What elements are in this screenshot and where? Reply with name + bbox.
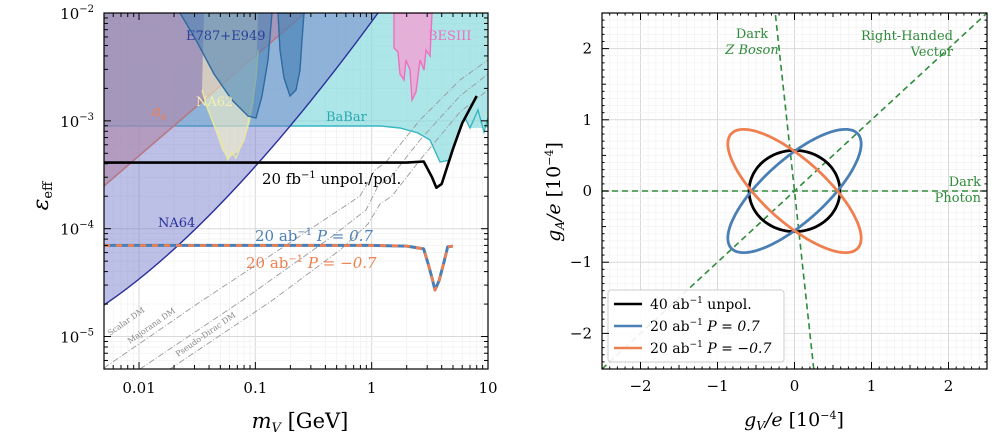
series-label-p07-main: 20 ab xyxy=(255,227,297,245)
series-label-pm07-main: 20 ab xyxy=(246,254,288,272)
ref-label-dark-z-l2: Z Boson xyxy=(724,43,778,58)
na62-label: NA62 xyxy=(196,95,233,110)
e787-boundary xyxy=(179,13,273,119)
series-label-20fb-main: 20 fb xyxy=(262,170,301,188)
series-label-p07-rest: P = 0.7 xyxy=(312,227,373,245)
series-label-20fb-exp: −1 xyxy=(301,170,316,181)
left-y-tick-label: 10−2 xyxy=(60,4,94,23)
left-ylabel: εeff xyxy=(29,180,56,211)
left-series-line-0 xyxy=(104,95,478,189)
legend-entry-unpol-rest: unpol. xyxy=(703,297,752,313)
right-x-tick-label: 2 xyxy=(944,377,954,395)
legend-entry-unpol-main: 40 ab xyxy=(650,297,690,313)
left-series xyxy=(104,95,478,292)
left-x-tick-label: 1 xyxy=(367,379,377,397)
left-ticks: 0.01 0.1 1 10 10−5 10−4 10−3 10−2 xyxy=(60,4,497,397)
right-series xyxy=(726,128,863,254)
na64-region xyxy=(104,13,378,305)
left-series-line-1 xyxy=(104,243,454,292)
right-y-tick-label: 1 xyxy=(582,111,592,129)
left-xlabel: mV [GeV] xyxy=(252,409,349,436)
right-x-tick-label: 0 xyxy=(790,377,800,395)
majorana-dm-line xyxy=(139,73,488,369)
right-y-tick-label: −2 xyxy=(570,324,592,342)
right-x-tick-label: 1 xyxy=(867,377,877,395)
legend-entry-pm07-rest: P = −0.7 xyxy=(703,341,772,357)
besiii-label: BESIII xyxy=(428,29,471,44)
left-y-tick-label: 10−5 xyxy=(60,328,94,347)
besiii-region xyxy=(393,13,433,103)
ref-label-rhv-l2: Vector xyxy=(910,45,954,60)
right-xlabel: gV/e [10−4] xyxy=(744,409,844,433)
series-label-pm07: 20 ab−1 P = −0.7 xyxy=(246,254,377,272)
right-ylabel: gA/e [10−4] xyxy=(543,142,567,242)
babar-label: BaBar xyxy=(326,110,368,125)
legend-entry-unpol: 40 ab−1 unpol. xyxy=(650,296,752,313)
series-label-p07: 20 ab−1 P = 0.7 xyxy=(255,227,373,245)
ellipse-0 xyxy=(747,148,842,234)
left-chart: Scalar DM Majorana DM Pseudo-Dirac DM ae… xyxy=(29,4,498,436)
ref-label-dark-photon-l2: Photon xyxy=(935,191,982,206)
ref-label-dark-photon: Dark Photon xyxy=(935,175,982,206)
ref-label-dark-z: Dark Z Boson xyxy=(724,27,778,58)
legend-entry-pm07-main: 20 ab xyxy=(650,341,690,357)
e787-peak-region xyxy=(277,13,305,98)
legend: 40 ab−1 unpol. 20 ab−1 P = 0.7 20 ab−1 P… xyxy=(607,289,785,363)
left-x-tick-label: 0.01 xyxy=(122,379,155,397)
scalar-dm-line xyxy=(104,59,488,369)
ref-label-rhv: Right-Handed Vector xyxy=(861,29,954,60)
left-y-tick-label: 10−3 xyxy=(60,112,94,131)
legend-box xyxy=(607,289,785,363)
legend-entry-pm07-exp: −1 xyxy=(690,340,703,350)
ae-label-sub: e xyxy=(161,112,167,123)
right-y-tick-label: 2 xyxy=(582,40,592,58)
na64-label: NA64 xyxy=(158,216,195,231)
series-label-20fb: 20 fb−1 unpol./pol. xyxy=(262,170,401,188)
right-x-tick-label: −1 xyxy=(706,377,728,395)
right-y-tick-label: −1 xyxy=(570,253,592,271)
legend-entry-p07-exp: −1 xyxy=(690,318,703,328)
ref-label-dark-z-l1: Dark xyxy=(736,27,768,42)
ref-label-rhv-l1: Right-Handed xyxy=(861,29,953,44)
right-ticks: −2 −1 0 1 2 −2 −1 0 1 2 xyxy=(570,12,988,395)
ae-label-main: a xyxy=(152,102,161,120)
left-regions xyxy=(104,13,488,306)
ref-label-dark-photon-l1: Dark xyxy=(949,175,981,190)
left-y-tick-label: 10−4 xyxy=(60,220,94,239)
right-chart: Dark Z Boson Right-Handed Vector Dark Photo… xyxy=(543,12,988,433)
legend-entry-p07-main: 20 ab xyxy=(650,319,690,335)
left-x-tick-label: 0.1 xyxy=(243,379,267,397)
legend-entry-p07-rest: P = 0.7 xyxy=(703,319,760,335)
left-plot-frame xyxy=(103,12,489,370)
series-label-pm07-exp: −1 xyxy=(288,254,303,265)
e787-region xyxy=(180,13,272,118)
e787-label: E787+E949 xyxy=(186,29,266,44)
pseudo-dirac-dm-line xyxy=(169,89,488,369)
legend-entry-unpol-exp: −1 xyxy=(690,296,703,306)
series-label-pm07-rest: P = −0.7 xyxy=(303,254,377,272)
ae-label: ae xyxy=(152,102,167,123)
reference-lines xyxy=(602,13,987,369)
legend-entry-pm07: 20 ab−1 P = −0.7 xyxy=(650,340,771,357)
na64-boundary xyxy=(104,13,379,306)
series-label-p07-exp: −1 xyxy=(297,227,312,238)
right-x-tick-label: −2 xyxy=(629,377,651,395)
left-x-tick-label: 10 xyxy=(478,379,497,397)
ellipse-1 xyxy=(726,128,863,254)
ellipse-2 xyxy=(726,128,863,254)
series-label-20fb-rest: unpol./pol. xyxy=(316,170,402,188)
legend-entry-p07: 20 ab−1 P = 0.7 xyxy=(650,318,760,335)
right-y-tick-label: 0 xyxy=(582,182,592,200)
